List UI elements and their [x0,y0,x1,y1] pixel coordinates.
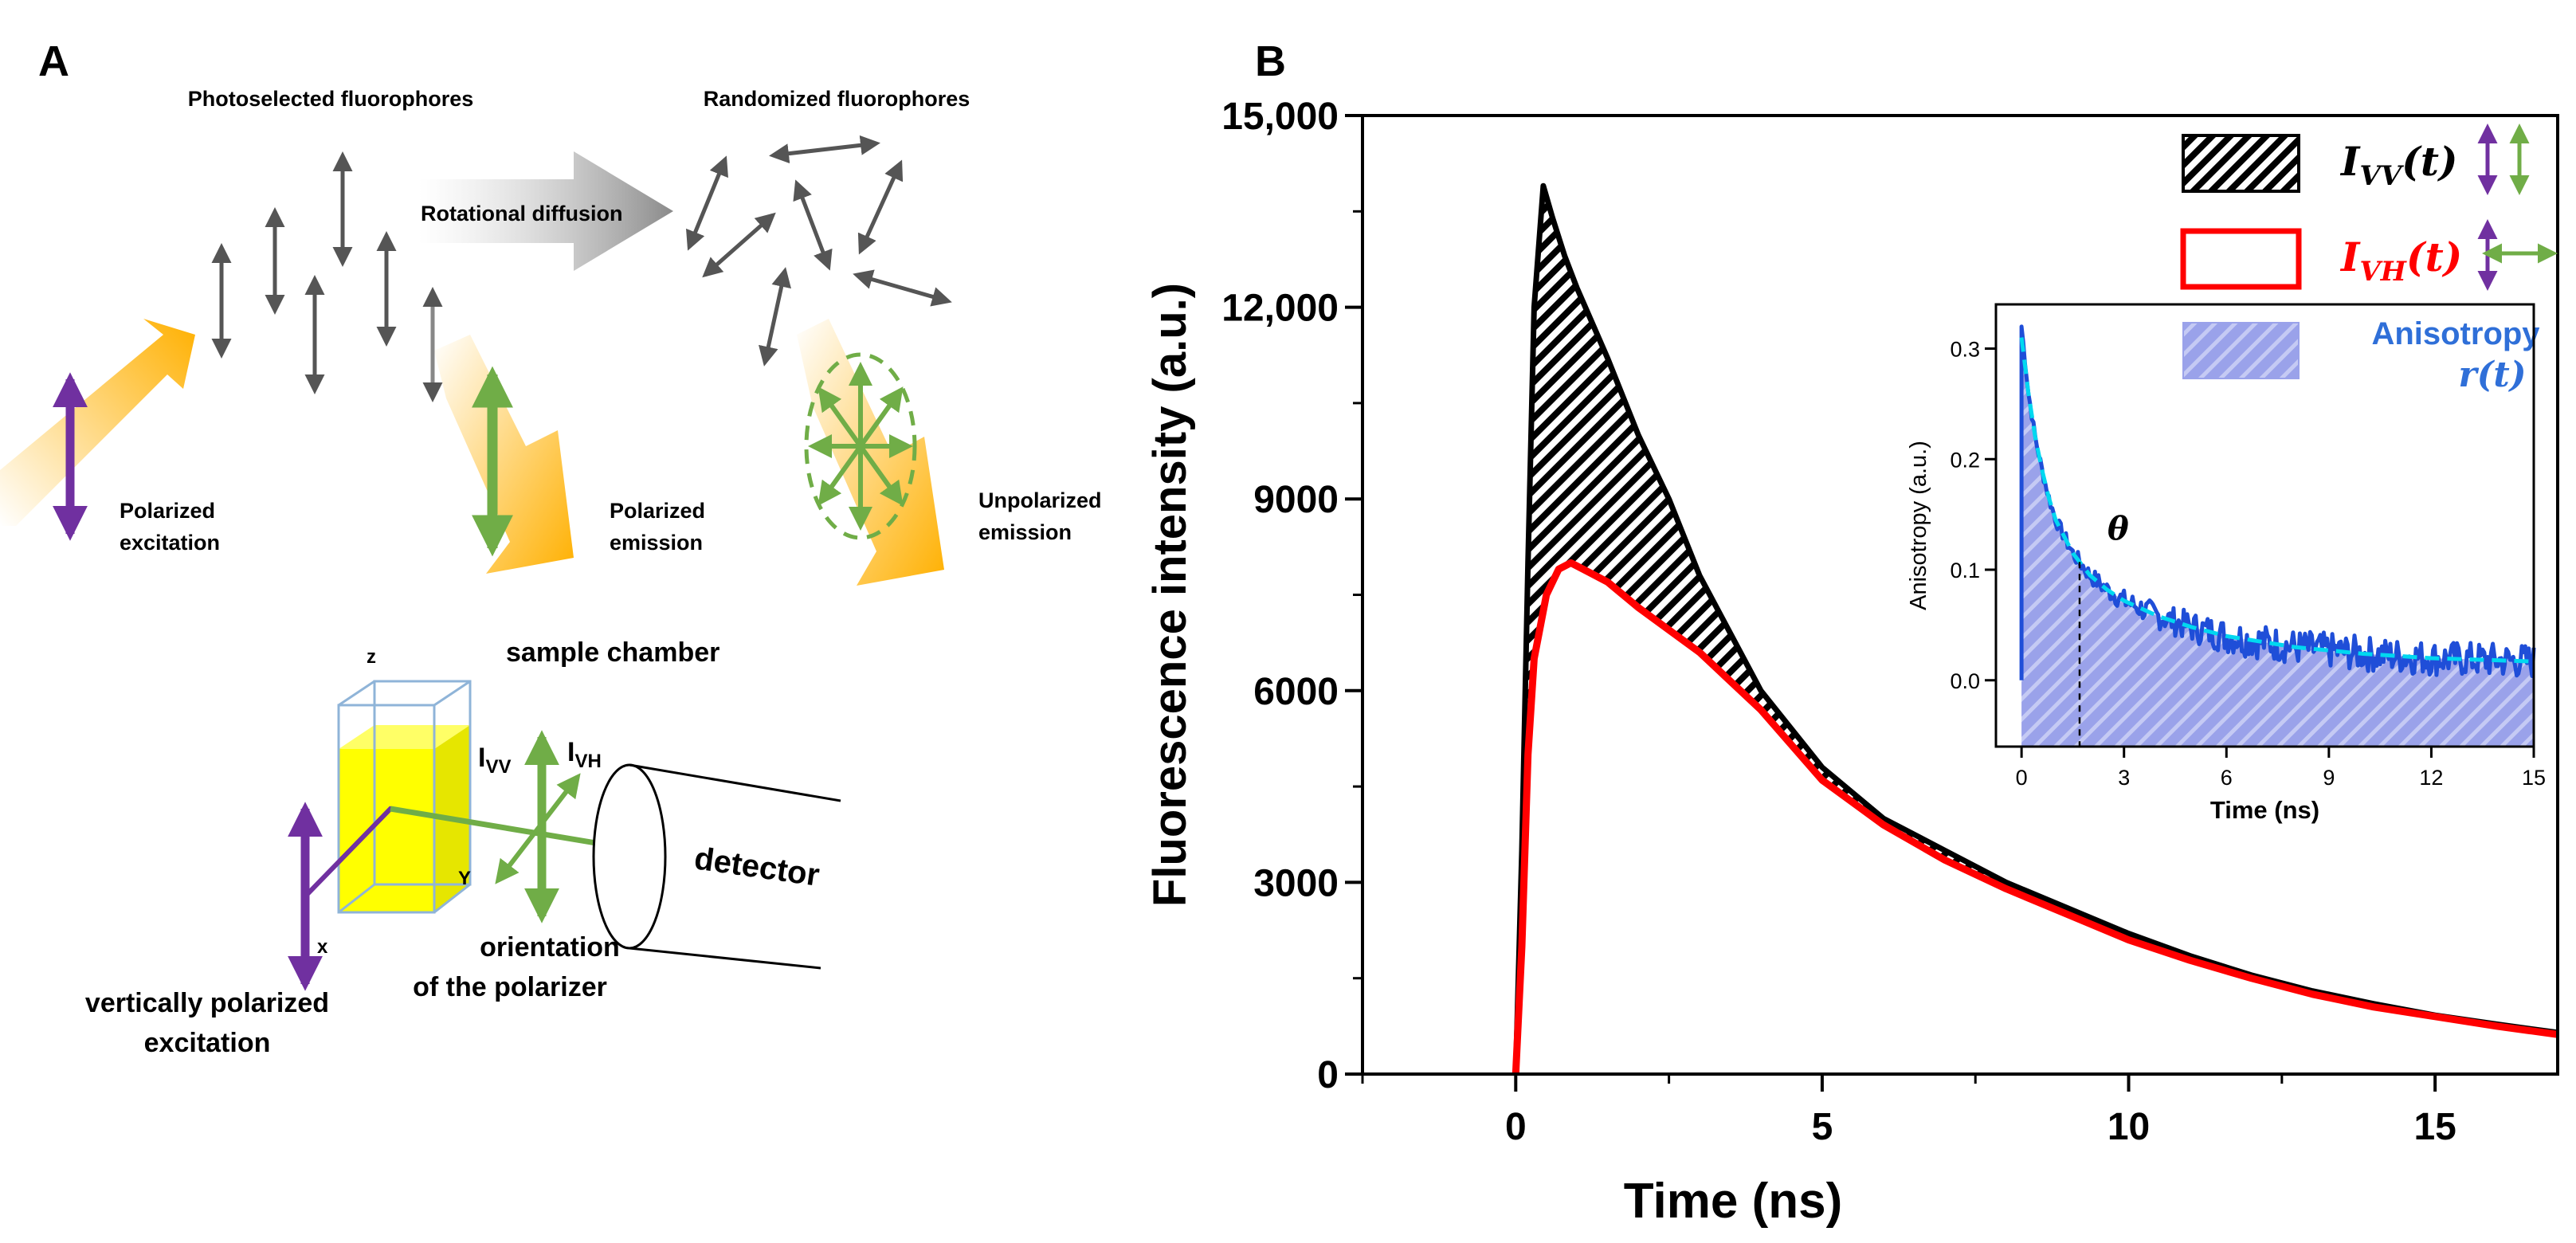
legend-ivv-text: IVV(t) [2339,138,2458,192]
ivh-polarizer-arrow [495,773,581,884]
main-x-axis-label: Time (ns) [1624,1174,1842,1229]
fluorophore-arrow [853,269,952,307]
main-y-tick-label: 6000 [1253,671,1339,713]
detector-body-top [629,763,841,802]
axis-z-label: z [367,646,376,668]
axis-y-label: Y [458,868,471,889]
orientation-label-1: orientation [480,932,620,963]
fluorophore-arrow [769,135,880,164]
main-x-tick-label: 10 [2107,1106,2150,1148]
panel-b: B 0 5 10 15 0 3000 6000 9000 12,000 15,000 Time (… [1144,37,2559,1229]
detector-aperture [592,763,667,950]
unpolarized-ellipse [804,352,917,540]
main-y-tick-label: 12,000 [1221,288,1339,330]
sample-liquid-front [339,749,434,912]
main-y-tick-label: 9000 [1253,479,1339,521]
axis-x-label: x [317,936,328,958]
sample-liquid-top [339,725,470,749]
inset-x-tick-label: 9 [2323,766,2335,790]
ivh-series-line [1511,559,2558,1075]
unpolarized-arrows [808,362,913,531]
main-axis-ticks: 0 5 10 15 0 3000 6000 9000 12,000 15,000 [1221,96,2456,1148]
legend-ivh-swatch [2180,228,2302,290]
randomized-arrows [686,135,952,367]
legend-ivv-swatch [2182,134,2300,193]
main-x-tick-label: 5 [1812,1106,1833,1148]
fluorophore-arrow [857,159,904,255]
randomized-label: Randomized fluorophores [704,87,970,111]
inset-anisotropy-area [2021,326,2534,747]
polarized-emission-label-2: emission [610,531,703,555]
main-y-tick-label: 3000 [1253,862,1339,904]
legend-anisotropy-text: Anisotropy [2371,316,2540,351]
panel-a-label: A [38,37,69,85]
photoselected-label: Photoselected fluorophores [188,87,474,111]
rotational-diffusion-label: Rotational diffusion [421,202,622,225]
polarized-emission-beam [434,335,574,574]
main-y-tick-label: 15,000 [1221,96,1339,138]
inset-y-tick-label: 0.2 [1950,448,1980,472]
inset-x-tick-label: 0 [2016,766,2028,790]
legend-ivh-text: IVH(t) [2339,233,2462,288]
legend-anisotropy-symbol: r(t) [2458,355,2526,395]
inset-x-tick-label: 15 [2522,766,2546,790]
unpolarized-emission-label-1: Unpolarized [978,488,1102,512]
inset-y-axis-label: Anisotropy (a.u.) [1906,441,1931,610]
vertical-excitation-label-1: vertically polarized [85,988,329,1018]
fluorophore-arrow [793,179,833,271]
polarized-excitation-label-2: excitation [120,531,220,555]
inset-anisotropy-fit-line [2019,337,2535,664]
inset-y-tick-label: 0.1 [1950,559,1980,582]
panel-a: A Photoselected fluorophores Randomized … [0,37,1102,1058]
fluorophore-arrow [702,212,776,278]
ivh-label: IVH [567,737,602,772]
polarized-excitation-label-1: Polarized [120,499,215,523]
excitation-beam [0,319,195,526]
inset-theta-label: θ [2107,510,2129,547]
inset-y-tick-label: 0.0 [1950,669,1980,693]
main-x-tick-label: 0 [1505,1106,1527,1148]
polarized-emission-label-1: Polarized [610,499,705,523]
detector-body-bottom [629,947,821,970]
inset-y-tick-label: 0.3 [1950,338,1980,362]
photoselected-arrows [211,151,443,402]
inset-plot-frame [1994,303,2535,748]
main-x-tick-label: 15 [2413,1106,2456,1148]
emission-arrow [817,386,904,506]
inset-axis-ticks: 0 3 6 9 12 15 0.0 0.1 0.2 0.3 [1950,338,2546,790]
fluorophore-arrow [686,155,728,251]
sample-chamber-label: sample chamber [506,637,719,668]
main-chart: 0 5 10 15 0 3000 6000 9000 12,000 15,000 Time (ns… [1144,96,2559,1229]
main-y-axis-label: Fluorescence intensity (a.u.) [1144,283,1196,907]
inset-x-axis-label: Time (ns) [2210,796,2319,824]
inset-chart: θ 0 3 6 9 12 15 0.0 0.1 0.2 0.3 Time (ns) Anisotr… [1906,303,2546,824]
rotational-diffusion-arrow [418,151,673,271]
sample-cuvette [337,680,472,914]
inset-x-tick-label: 6 [2221,766,2233,790]
main-y-tick-label: 0 [1317,1054,1339,1096]
inset-x-tick-label: 12 [2419,766,2443,790]
unpolarized-emission-beam [797,319,944,586]
legend-anisotropy-swatch [2182,322,2300,379]
vertical-excitation-label-2: excitation [144,1028,271,1058]
inset-x-tick-label: 3 [2118,766,2130,790]
detector-label: detector [692,841,821,893]
fluorophore-arrow [759,267,791,367]
ivv-label: IVV [478,743,511,778]
panel-b-label: B [1255,37,1286,85]
main-legend: IVV(t) IVH(t) Anisotropy r(t) [2180,124,2558,395]
orientation-label-2: of the polarizer [413,972,607,1002]
unpolarized-emission-label-2: emission [978,520,1072,544]
